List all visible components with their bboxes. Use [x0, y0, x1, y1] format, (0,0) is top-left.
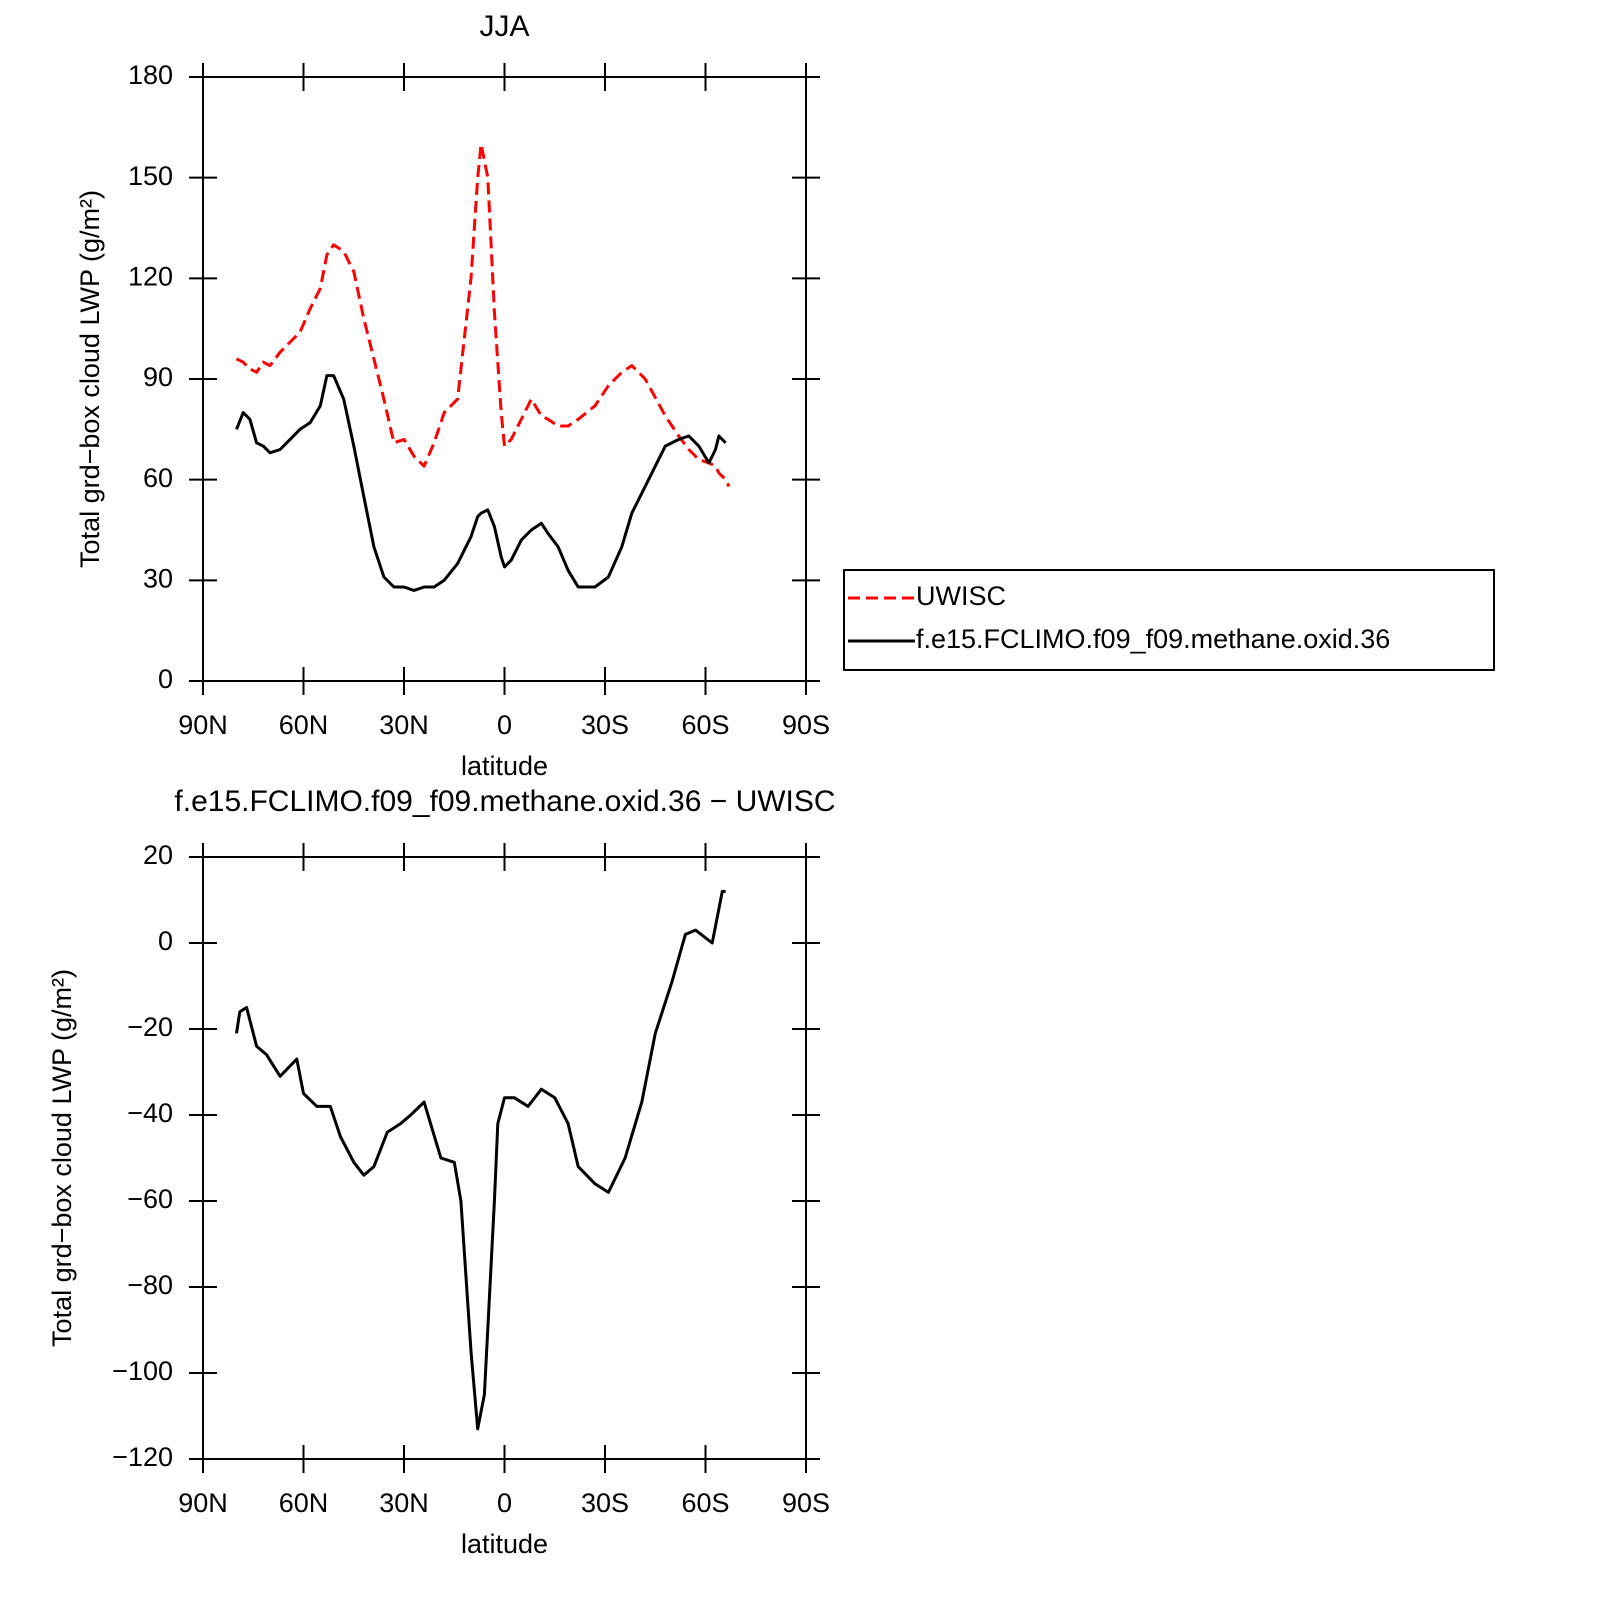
y-tick-label: −100: [112, 1356, 173, 1386]
x-tick-label: 0: [497, 710, 512, 740]
x-axis-label: latitude: [461, 751, 548, 781]
y-tick-label: −80: [127, 1270, 173, 1300]
data-line: [235, 889, 726, 1431]
chart-title: f.e15.FCLIMO.f09_f09.methane.oxid.36 − U…: [174, 785, 835, 818]
y-tick-label: 120: [128, 261, 173, 291]
plot-frame: [202, 76, 807, 682]
y-tick-label: 20: [143, 840, 173, 870]
x-tick-label: 60S: [681, 1488, 729, 1518]
x-tick-label: 60N: [279, 1488, 329, 1518]
legend-label: f.e15.FCLIMO.f09_f09.methane.oxid.36: [916, 624, 1390, 654]
y-axis-label: Total grd−box cloud LWP (g/m²): [47, 969, 77, 1347]
x-tick-label: 60S: [681, 710, 729, 740]
chart-title: JJA: [479, 10, 529, 43]
y-tick-label: 180: [128, 60, 173, 90]
y-tick-label: 30: [143, 563, 173, 593]
legend-label: UWISC: [916, 581, 1006, 611]
y-tick-label: −120: [112, 1442, 173, 1472]
x-tick-label: 30S: [581, 710, 629, 740]
y-tick-label: 0: [158, 926, 173, 956]
y-tick-label: 0: [158, 664, 173, 694]
data-line: [235, 374, 727, 592]
x-tick-label: 30S: [581, 1488, 629, 1518]
y-axis-label: Total grd−box cloud LWP (g/m²): [75, 190, 105, 568]
x-tick-label: 90N: [178, 1488, 228, 1518]
x-tick-label: 30N: [379, 710, 429, 740]
y-tick-label: −20: [127, 1012, 173, 1042]
x-axis-label: latitude: [461, 1529, 548, 1559]
x-tick-label: 0: [497, 1488, 512, 1518]
y-tick-label: 150: [128, 161, 173, 191]
legend-box: [843, 569, 1495, 671]
y-tick-label: 60: [143, 463, 173, 493]
plot-frame: [202, 856, 807, 1460]
y-tick-label: −60: [127, 1184, 173, 1214]
x-tick-label: 90N: [178, 710, 228, 740]
x-tick-label: 30N: [379, 1488, 429, 1518]
x-tick-label: 90S: [782, 1488, 830, 1518]
y-tick-label: −40: [127, 1098, 173, 1128]
data-line: [235, 142, 731, 488]
x-tick-label: 60N: [279, 710, 329, 740]
x-tick-label: 90S: [782, 710, 830, 740]
y-tick-label: 90: [143, 362, 173, 392]
